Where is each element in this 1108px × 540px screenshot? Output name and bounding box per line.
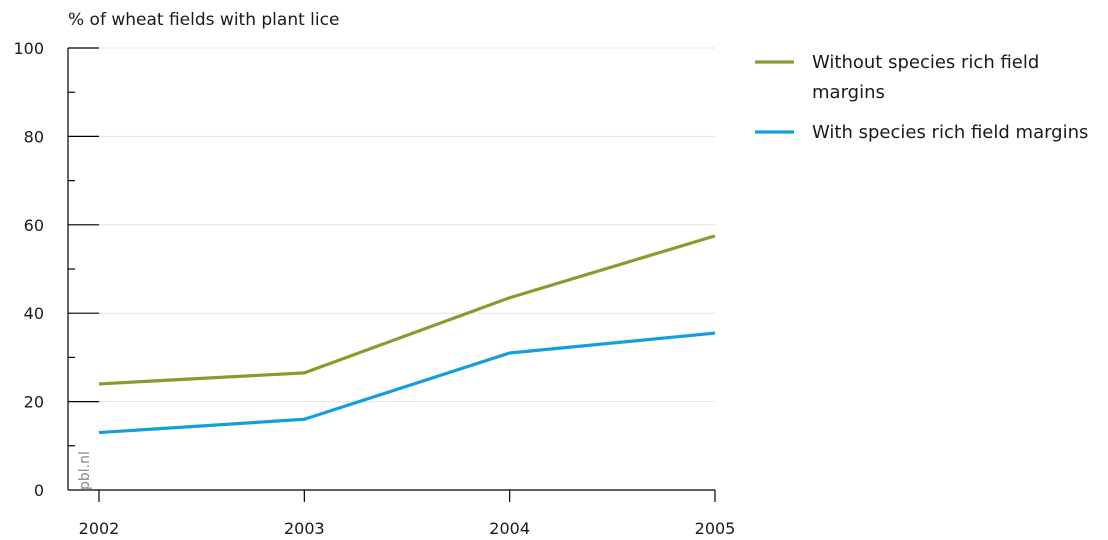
legend-label-1: With species rich field margins (812, 122, 1088, 143)
legend: Without species rich field margins With sp… (755, 52, 1088, 143)
y-axis-ticks: 0 20 40 60 80 100 (13, 39, 99, 500)
y-tick-label-40: 40 (24, 304, 44, 323)
y-tick-label-20: 20 (24, 393, 44, 412)
series-line-0 (98, 234, 716, 386)
legend-label-0: margins (812, 82, 885, 103)
legend-label-0: Without species rich field (812, 52, 1039, 73)
axes (67, 48, 715, 491)
y-axis-title: % of wheat fields with plant lice (68, 10, 339, 30)
x-tick-label-2004: 2004 (489, 519, 530, 538)
x-axis-ticks: 2002 2003 2004 2005 (79, 490, 736, 538)
y-tick-label-0: 0 (34, 481, 44, 500)
y-tick-label-60: 60 (24, 216, 44, 235)
x-tick-label-2002: 2002 (79, 519, 120, 538)
watermark-text: pbl.nl (77, 451, 93, 490)
series-lines (98, 234, 716, 435)
x-tick-label-2005: 2005 (695, 519, 736, 538)
y-tick-label-80: 80 (24, 127, 44, 146)
series-line-1 (98, 331, 716, 435)
gridlines (99, 47, 715, 403)
y-tick-label-100: 100 (13, 39, 44, 58)
x-tick-label-2003: 2003 (284, 519, 325, 538)
